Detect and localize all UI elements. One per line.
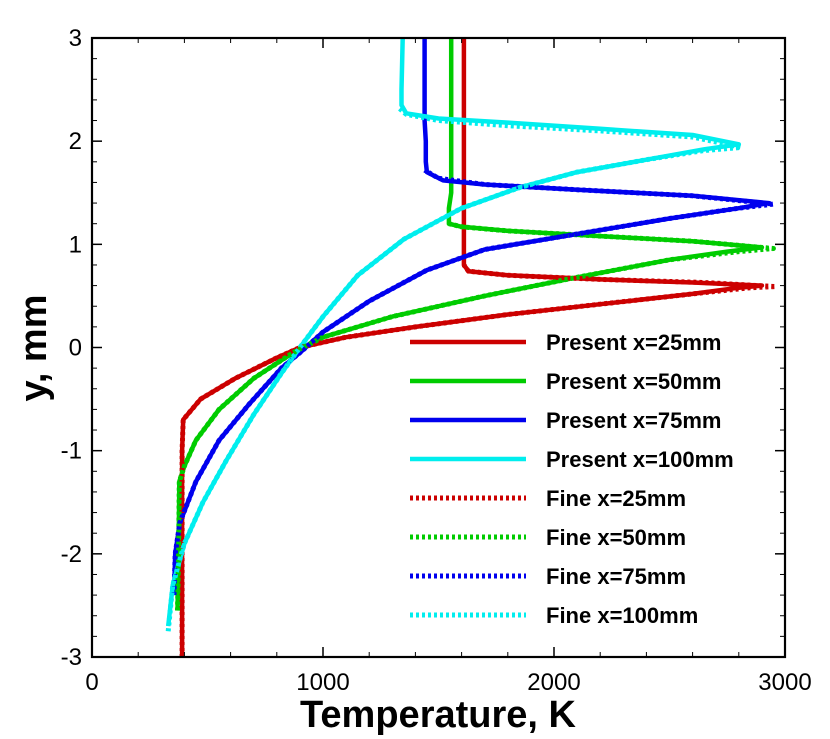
x-axis-title: Temperature, K	[300, 694, 576, 736]
y-tick-label: 0	[69, 335, 82, 362]
x-tick-label: 1000	[296, 669, 349, 696]
series-layer	[165, 37, 779, 657]
series-line-8	[165, 106, 744, 632]
x-tick-label: 2000	[527, 669, 580, 696]
legend-label-7: Fine x=75mm	[546, 564, 686, 589]
series-line-7	[171, 167, 776, 596]
y-axis-title: y, mm	[13, 294, 55, 401]
y-tick-label: -1	[61, 438, 82, 465]
series-line-6	[175, 221, 776, 611]
y-tick-label: 2	[69, 128, 82, 155]
y-tick-label: 1	[69, 231, 82, 258]
legend-label-2: Present x=50mm	[546, 369, 722, 394]
y-tick-label: -2	[61, 541, 82, 568]
legend-label-4: Present x=100mm	[546, 447, 734, 472]
legend: Present x=25mm Present x=50mm Present x=75…	[410, 330, 734, 628]
tick-layer: 0 1000 2000 3000 -3 -2 -1 0 1 2 3	[61, 25, 812, 696]
legend-label-1: Present x=25mm	[546, 330, 722, 355]
y-tick-label: 3	[69, 25, 82, 52]
y-tick-label: -3	[61, 644, 82, 671]
legend-label-8: Fine x=100mm	[546, 603, 698, 628]
x-tick-label: 3000	[758, 669, 811, 696]
legend-label-6: Fine x=50mm	[546, 525, 686, 550]
x-tick-label: 0	[85, 669, 98, 696]
series-line-5	[179, 263, 779, 657]
legend-label-5: Fine x=25mm	[546, 486, 686, 511]
legend-label-3: Present x=75mm	[546, 408, 722, 433]
